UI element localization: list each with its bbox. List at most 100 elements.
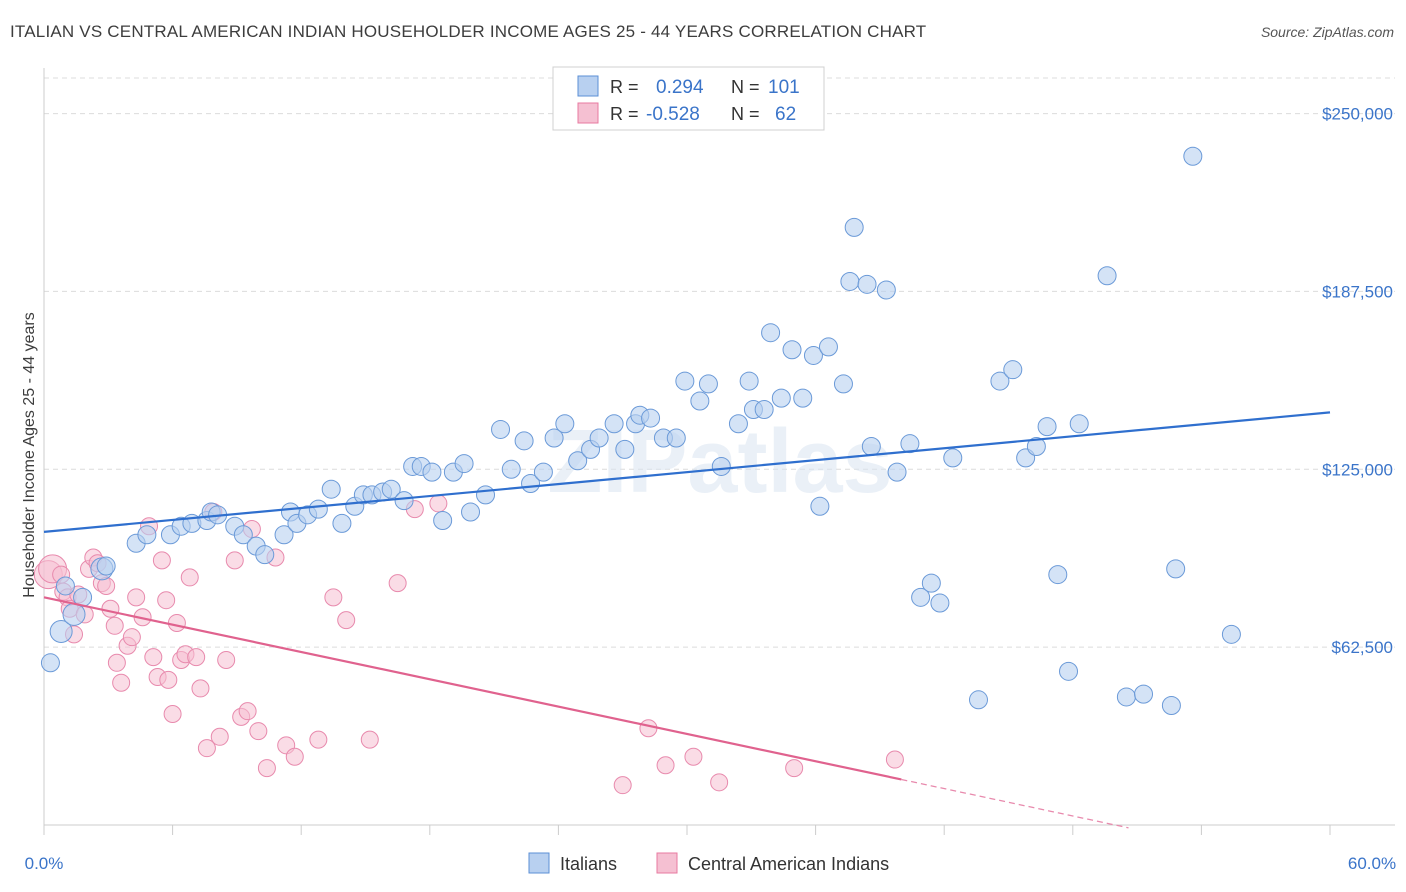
point-italians-34 <box>422 462 442 482</box>
trend-line-central-american-indians <box>43 596 902 781</box>
point-italians-37 <box>454 454 474 474</box>
point-italians-71 <box>818 337 838 357</box>
point-central-american-indians-29 <box>167 613 186 632</box>
point-italians-46 <box>555 414 575 434</box>
point-italians-88 <box>1026 437 1046 457</box>
point-italians-98 <box>1183 146 1203 166</box>
point-italians-64 <box>754 400 774 420</box>
point-italians-94 <box>1116 687 1136 707</box>
point-italians-59 <box>698 374 718 394</box>
point-italians-35 <box>433 511 453 531</box>
point-italians-50 <box>604 414 624 434</box>
point-central-american-indians-61 <box>885 750 904 769</box>
source-credit: Source: ZipAtlas.com <box>1260 24 1394 40</box>
point-central-american-indians-39 <box>225 551 244 570</box>
point-italians-97 <box>1166 559 1186 579</box>
point-italians-66 <box>771 388 791 408</box>
point-italians-72 <box>833 374 853 394</box>
point-italians-8 <box>137 525 157 545</box>
legend-r-value-2: -0.528 <box>646 104 700 125</box>
point-italians-23 <box>308 499 328 519</box>
series-central-american-indians <box>33 494 904 795</box>
point-italians-39 <box>476 485 496 505</box>
point-central-american-indians-14 <box>101 599 120 618</box>
point-central-american-indians-15 <box>105 616 124 635</box>
point-italians-2 <box>55 576 75 596</box>
point-italians-44 <box>533 462 553 482</box>
point-italians-93 <box>1097 266 1117 286</box>
point-central-american-indians-17 <box>112 673 131 692</box>
point-italians-41 <box>501 459 521 479</box>
point-italians-77 <box>876 280 896 300</box>
point-italians-95 <box>1134 684 1154 704</box>
correlation-legend: R = 0.294 N = 101 R = -0.528 N = 62 <box>552 66 825 131</box>
legend-swatch-central-american-indians <box>577 102 599 124</box>
trend-line-italians <box>43 411 1331 533</box>
point-central-american-indians-48 <box>309 730 328 749</box>
point-central-american-indians-55 <box>613 776 632 795</box>
point-italians-75 <box>857 274 877 294</box>
point-italians-68 <box>793 388 813 408</box>
point-italians-57 <box>675 371 695 391</box>
point-italians-47 <box>568 451 588 471</box>
point-central-american-indians-43 <box>249 722 268 741</box>
point-italians-60 <box>711 456 731 476</box>
point-central-american-indians-58 <box>684 747 703 766</box>
point-italians-80 <box>911 587 931 607</box>
point-italians-38 <box>461 502 481 522</box>
bottom-legend-swatch-italians <box>528 852 550 874</box>
legend-n-label-1: N = <box>731 77 760 97</box>
axes <box>43 68 1395 835</box>
point-central-american-indians-35 <box>197 739 216 758</box>
point-central-american-indians-47 <box>285 747 304 766</box>
point-central-american-indians-25 <box>152 551 171 570</box>
bottom-legend-swatch-central-american-indians <box>656 852 678 874</box>
point-central-american-indians-32 <box>180 568 199 587</box>
point-italians-78 <box>887 462 907 482</box>
point-italians-6 <box>96 556 116 576</box>
point-italians-1 <box>49 619 73 643</box>
series-italians <box>40 146 1241 715</box>
point-italians-30 <box>381 479 401 499</box>
point-italians-16 <box>233 525 253 545</box>
point-italians-61 <box>728 414 748 434</box>
point-italians-69 <box>803 345 823 365</box>
x-tick-label-max: 60.0% <box>1348 854 1396 873</box>
point-italians-19 <box>274 525 294 545</box>
point-italians-96 <box>1161 695 1181 715</box>
point-italians-90 <box>1048 565 1068 585</box>
bottom-legend-label-central-american-indians: Central American Indians <box>688 854 889 874</box>
series-legend: Italians Central American Indians <box>528 852 889 874</box>
point-italians-42 <box>514 431 534 451</box>
point-central-american-indians-19 <box>122 628 141 647</box>
point-central-american-indians-60 <box>785 759 804 778</box>
y-axis-label: Householder Income Ages 25 - 44 years <box>21 312 38 598</box>
point-italians-91 <box>1059 661 1079 681</box>
x-tick-label-min: 0.0% <box>25 854 64 873</box>
point-italians-83 <box>943 448 963 468</box>
point-italians-82 <box>930 593 950 613</box>
point-italians-31 <box>394 491 414 511</box>
point-central-american-indians-50 <box>337 611 356 630</box>
bottom-legend-label-italians: Italians <box>560 854 617 874</box>
point-central-american-indians-23 <box>144 648 163 667</box>
point-central-american-indians-59 <box>710 773 729 792</box>
point-central-american-indians-44 <box>257 759 276 778</box>
point-italians-70 <box>810 496 830 516</box>
point-italians-49 <box>589 428 609 448</box>
point-italians-81 <box>921 573 941 593</box>
point-central-american-indians-16 <box>107 653 126 672</box>
point-central-american-indians-27 <box>159 670 178 689</box>
point-central-american-indians-51 <box>360 730 379 749</box>
y-tick-label-3: $250,000 <box>1322 105 1393 124</box>
point-central-american-indians-28 <box>163 705 182 724</box>
point-italians-54 <box>641 408 661 428</box>
point-italians-40 <box>491 419 511 439</box>
point-italians-62 <box>739 371 759 391</box>
point-italians-51 <box>615 439 635 459</box>
point-italians-58 <box>690 391 710 411</box>
point-italians-18 <box>255 545 275 565</box>
point-italians-24 <box>321 479 341 499</box>
legend-swatch-italians <box>577 75 599 97</box>
